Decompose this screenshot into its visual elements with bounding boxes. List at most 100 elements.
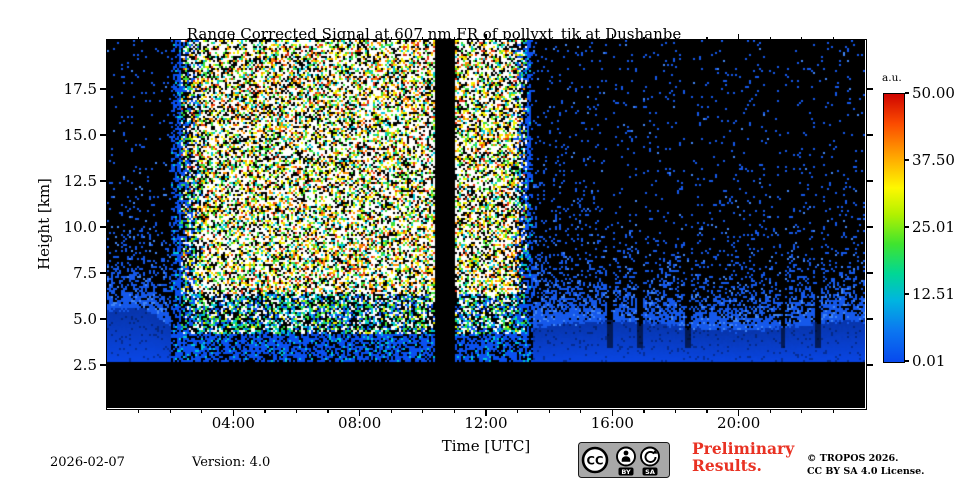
x-tick-top xyxy=(295,36,298,40)
sa-arrow-head xyxy=(652,449,658,454)
copyright-line1: © TROPOS 2026. xyxy=(807,453,899,464)
x-tick-top xyxy=(611,34,613,40)
x-tick-bottom xyxy=(232,409,234,416)
x-tick-top xyxy=(137,36,140,40)
x-tick-top xyxy=(738,34,740,40)
x-tick-bottom xyxy=(422,409,424,413)
x-tick-top xyxy=(169,36,171,40)
colorbar-tick-label: 50.00 xyxy=(912,83,955,102)
x-tick-bottom xyxy=(548,409,550,413)
y-tick-left xyxy=(100,226,107,228)
x-tick-bottom xyxy=(359,409,361,416)
x-tick-label: 08:00 xyxy=(338,414,382,432)
y-tick-left xyxy=(100,134,107,136)
x-tick-top xyxy=(390,36,392,40)
colorbar-tick xyxy=(905,293,909,295)
x-tick-top xyxy=(832,36,834,40)
sa-arrow-arc xyxy=(644,451,657,463)
x-tick-bottom xyxy=(769,409,771,413)
colorbar-tick-label: 37.50 xyxy=(912,150,955,169)
x-tick-top xyxy=(706,36,708,40)
x-tick-top xyxy=(580,36,582,40)
y-tick-label: 7.5 xyxy=(73,263,97,282)
x-tick-bottom xyxy=(137,409,140,413)
y-tick-right xyxy=(866,134,873,136)
x-tick-top xyxy=(327,36,329,40)
x-tick-bottom xyxy=(832,409,834,413)
person-head xyxy=(623,450,629,456)
x-tick-bottom xyxy=(738,409,740,416)
copyright-note: © TROPOS 2026. CC BY SA 4.0 License. xyxy=(807,453,924,478)
x-tick-top xyxy=(769,36,771,40)
x-tick-top xyxy=(422,36,424,40)
x-tick-top xyxy=(548,36,550,40)
heatmap-canvas xyxy=(107,40,865,408)
y-tick-label: 2.5 xyxy=(73,355,97,374)
x-tick-top xyxy=(643,36,645,40)
preliminary-results-note: Preliminary Results. xyxy=(692,439,795,475)
y-tick-right xyxy=(866,180,873,182)
y-tick-right xyxy=(866,318,873,320)
y-tick-left xyxy=(100,364,107,366)
y-tick-label: 12.5 xyxy=(63,171,97,190)
x-tick-label: 16:00 xyxy=(590,414,634,432)
y-tick-left xyxy=(100,318,107,320)
cc-sa-label: SA xyxy=(645,468,655,476)
colorbar-tick xyxy=(905,92,909,94)
x-tick-bottom xyxy=(453,409,455,413)
cc-logo-text: CC xyxy=(587,454,604,468)
y-tick-left xyxy=(100,180,107,182)
x-tick-top xyxy=(674,36,677,40)
y-tick-label: 17.5 xyxy=(63,79,97,98)
x-tick-bottom xyxy=(801,409,803,413)
x-tick-top xyxy=(264,36,266,40)
copyright-line2: CC BY SA 4.0 License. xyxy=(807,465,925,477)
preliminary-line1: Preliminary xyxy=(692,439,795,458)
cc-by-sa-badge: CC BY SA xyxy=(578,442,670,478)
x-tick-label: 04:00 xyxy=(211,414,255,432)
y-tick-right xyxy=(866,272,873,274)
x-tick-bottom xyxy=(327,409,329,413)
sa-label-box xyxy=(642,467,658,476)
x-tick-top xyxy=(453,36,455,40)
x-tick-bottom xyxy=(264,409,266,413)
x-tick-bottom xyxy=(580,409,582,413)
x-tick-bottom xyxy=(390,409,392,413)
y-tick-left xyxy=(100,272,107,274)
y-tick-right xyxy=(866,88,873,90)
x-tick-bottom xyxy=(706,409,708,413)
y-tick-label: 10.0 xyxy=(63,217,97,236)
colorbar-tick xyxy=(905,159,909,161)
x-tick-bottom xyxy=(295,409,298,413)
x-tick-bottom xyxy=(485,409,487,416)
x-tick-bottom xyxy=(674,409,677,413)
y-tick-right xyxy=(866,226,873,228)
y-tick-right xyxy=(866,364,873,366)
footer-date: 2026-02-07 xyxy=(50,455,125,470)
x-tick-top xyxy=(516,36,519,40)
x-tick-bottom xyxy=(611,409,613,416)
colorbar-tick xyxy=(905,226,909,228)
x-tick-label: 12:00 xyxy=(464,414,508,432)
by-label-box xyxy=(618,467,634,476)
colorbar-tick-label: 0.01 xyxy=(912,351,946,370)
x-tick-top xyxy=(359,34,361,40)
x-tick-bottom xyxy=(201,409,203,413)
preliminary-line2: Results. xyxy=(692,455,762,475)
x-axis-label: Time [UTC] xyxy=(441,437,531,455)
colorbar-unit-label: a.u. xyxy=(882,72,902,84)
footer-version: Version: 4.0 xyxy=(192,455,271,470)
x-tick-bottom xyxy=(169,409,171,413)
x-tick-top xyxy=(201,36,203,40)
colorbar-tick xyxy=(905,360,909,362)
cc-by-label: BY xyxy=(621,468,631,476)
x-tick-top xyxy=(485,34,487,40)
person-body xyxy=(621,456,631,462)
colorbar-gradient xyxy=(883,93,905,363)
y-tick-left xyxy=(100,88,107,90)
y-tick-label: 5.0 xyxy=(73,309,97,328)
x-tick-bottom xyxy=(516,409,519,413)
x-tick-top xyxy=(801,36,803,40)
x-tick-bottom xyxy=(643,409,645,413)
